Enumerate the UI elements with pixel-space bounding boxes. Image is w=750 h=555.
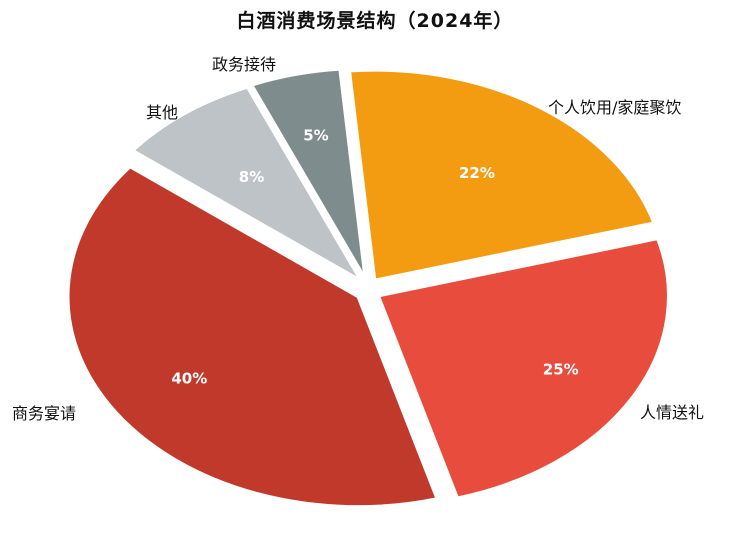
slice-category-label: 商务宴请 (12, 404, 76, 423)
pie-slice (347, 68, 656, 282)
pie-slice (249, 67, 367, 280)
slice-percent-label: 8% (239, 168, 264, 186)
slice-percent-label: 25% (543, 361, 579, 379)
slice-category-label: 其他 (146, 103, 178, 122)
slice-percent-label: 22% (459, 164, 495, 182)
chart-title: 白酒消费场景结构（2024年） (236, 10, 514, 32)
pie-slice (376, 236, 670, 500)
slice-category-label: 个人饮用/家庭聚饮 (548, 98, 681, 117)
slice-category-label: 人情送礼 (640, 403, 704, 422)
slice-percent-label: 5% (303, 127, 328, 145)
slice-category-label: 政务接待 (212, 55, 276, 74)
pie-slice (66, 164, 440, 509)
pie-slice (130, 85, 365, 285)
slice-percent-label: 40% (171, 369, 207, 387)
